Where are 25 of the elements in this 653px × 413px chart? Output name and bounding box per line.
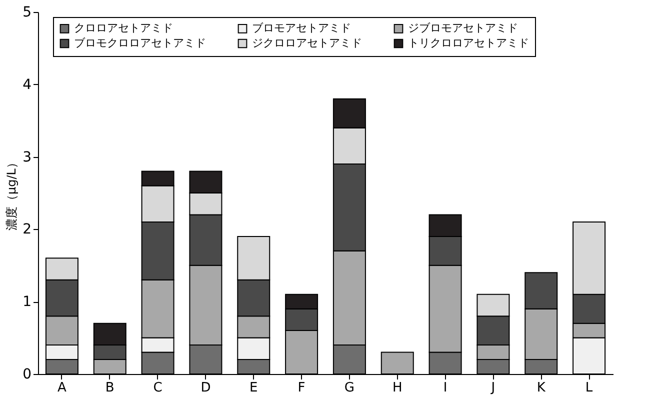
x-tick-label: G xyxy=(344,380,354,396)
x-tick-label: K xyxy=(536,380,546,396)
legend-label: ブロモアセトアミド xyxy=(252,22,351,35)
legend-label: ジクロロアセトアミド xyxy=(252,36,362,50)
y-tick-label: 1 xyxy=(22,294,32,310)
x-tick-label: F xyxy=(298,380,306,396)
legend-label: クロロアセトアミド xyxy=(74,22,173,35)
x-tick-label: C xyxy=(153,380,162,396)
y-tick-label: 0 xyxy=(22,366,32,382)
x-tick-label: D xyxy=(200,380,211,396)
legend-label: トリクロロアセトアミド xyxy=(408,36,529,50)
y-axis-title: 濃度（μg/L） xyxy=(4,156,19,230)
y-tick-label: 3 xyxy=(22,149,32,166)
x-tick-label: A xyxy=(58,380,67,396)
y-tick-label: 5 xyxy=(22,4,32,20)
x-tick-label: H xyxy=(392,380,402,396)
x-tick-label: E xyxy=(250,380,258,396)
y-tick-label: 4 xyxy=(22,76,32,93)
legend-label: ブロモクロロアセトアミド xyxy=(74,36,206,50)
x-tick-label: B xyxy=(105,380,114,396)
x-tick-label: L xyxy=(585,380,594,396)
y-tick-label: 2 xyxy=(22,222,32,238)
x-tick-label: J xyxy=(490,380,496,396)
x-tick-label: I xyxy=(443,380,448,396)
legend-label: ジブロモアセトアミド xyxy=(408,22,518,35)
